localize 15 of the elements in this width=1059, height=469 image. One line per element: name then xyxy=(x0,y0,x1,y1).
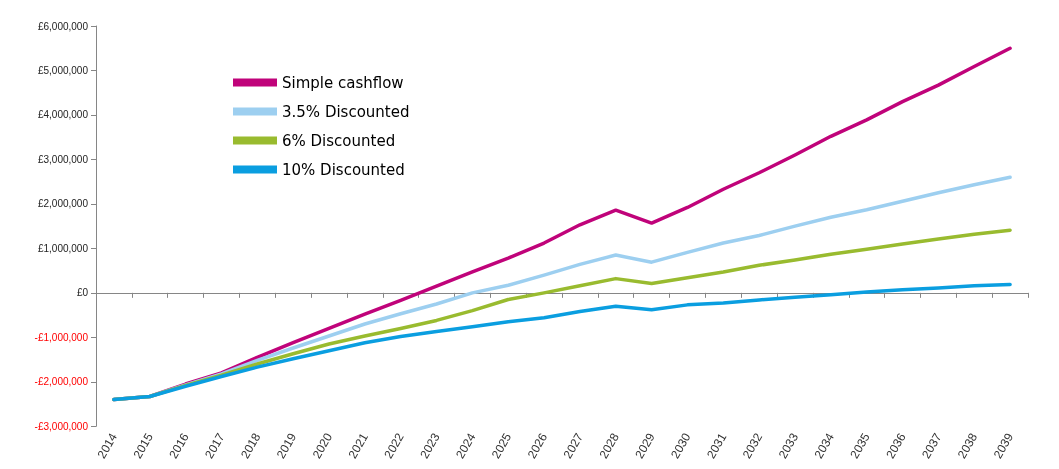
y-tick-label: -£1,000,000 xyxy=(34,331,89,343)
legend-label: 3.5% Discounted xyxy=(282,102,410,121)
y-tick-label: £4,000,000 xyxy=(37,109,89,121)
y-tick-label: £2,000,000 xyxy=(37,198,89,210)
y-tick-label: £3,000,000 xyxy=(37,153,89,165)
legend-label: 10% Discounted xyxy=(282,160,405,179)
y-tick-label: -£3,000,000 xyxy=(34,420,89,432)
y-tick-label: £0 xyxy=(76,287,89,299)
legend-label: Simple cashflow xyxy=(282,73,404,92)
y-tick-label: -£2,000,000 xyxy=(34,376,89,388)
legend-label: 6% Discounted xyxy=(282,131,396,150)
y-tick-label: £1,000,000 xyxy=(37,242,89,254)
line-series xyxy=(112,282,1012,402)
y-tick-label: £5,000,000 xyxy=(37,64,89,76)
y-tick-label: £6,000,000 xyxy=(37,20,89,32)
